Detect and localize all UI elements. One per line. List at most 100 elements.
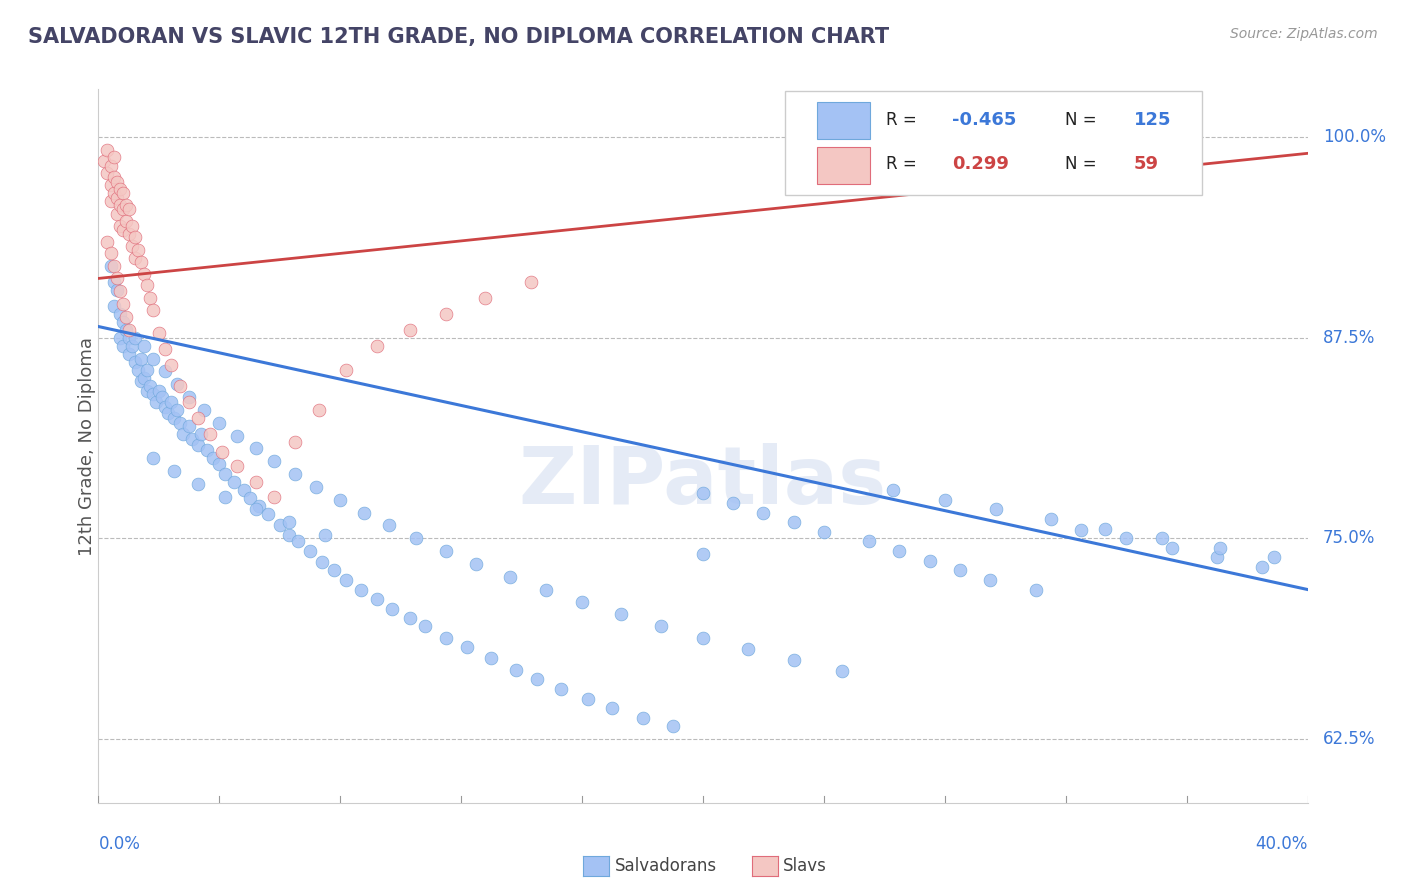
- Text: 100.0%: 100.0%: [1323, 128, 1386, 146]
- Point: [108, 219, 131, 233]
- Text: -0.465: -0.465: [952, 111, 1017, 128]
- Point: [353, 506, 375, 520]
- Point: [177, 395, 201, 409]
- Point: [121, 339, 143, 353]
- Point: [474, 291, 496, 305]
- Point: [111, 202, 134, 217]
- Point: [782, 515, 804, 529]
- Point: [124, 355, 146, 369]
- Point: [571, 595, 593, 609]
- Point: [96, 165, 118, 179]
- Point: [434, 631, 457, 645]
- Point: [129, 351, 152, 366]
- Point: [105, 175, 128, 189]
- Point: [127, 243, 149, 257]
- Point: [456, 640, 478, 655]
- Text: 0.0%: 0.0%: [98, 835, 141, 853]
- Point: [100, 194, 122, 209]
- Point: [187, 438, 209, 452]
- Point: [114, 197, 136, 211]
- Text: Slavs: Slavs: [783, 857, 827, 875]
- Point: [177, 390, 201, 404]
- Point: [692, 547, 714, 561]
- Point: [224, 475, 246, 489]
- Point: [314, 528, 336, 542]
- Point: [105, 207, 128, 221]
- Point: [145, 395, 167, 409]
- Point: [124, 331, 146, 345]
- Point: [181, 432, 204, 446]
- Point: [132, 371, 155, 385]
- Point: [103, 186, 125, 201]
- Text: 0.299: 0.299: [952, 155, 1010, 173]
- Point: [135, 277, 157, 292]
- Point: [405, 531, 427, 545]
- Point: [118, 227, 141, 241]
- Point: [150, 390, 173, 404]
- Point: [737, 641, 759, 656]
- Point: [650, 619, 672, 633]
- Point: [153, 400, 176, 414]
- Point: [177, 419, 201, 434]
- Text: R =: R =: [886, 155, 921, 173]
- Point: [498, 570, 520, 584]
- Point: [245, 442, 267, 456]
- Point: [1039, 512, 1062, 526]
- Point: [160, 358, 183, 372]
- Point: [108, 181, 131, 195]
- Point: [381, 601, 404, 615]
- Point: [434, 307, 457, 321]
- Point: [142, 387, 165, 401]
- Point: [889, 544, 911, 558]
- Point: [813, 524, 835, 539]
- Point: [111, 223, 134, 237]
- Text: R =: R =: [886, 111, 921, 128]
- Point: [114, 213, 136, 227]
- Point: [232, 483, 254, 497]
- Point: [1070, 523, 1092, 537]
- Point: [139, 291, 162, 305]
- Point: [100, 245, 122, 260]
- Point: [263, 454, 285, 468]
- Point: [602, 701, 624, 715]
- Point: [200, 427, 222, 442]
- Text: Salvadorans: Salvadorans: [614, 857, 717, 875]
- Point: [350, 582, 373, 597]
- Point: [692, 486, 714, 500]
- Text: N =: N =: [1064, 111, 1101, 128]
- Point: [526, 673, 548, 687]
- Point: [100, 259, 122, 273]
- Point: [208, 458, 231, 472]
- Text: N =: N =: [1064, 155, 1101, 173]
- Point: [1024, 582, 1046, 597]
- Point: [132, 267, 155, 281]
- Point: [247, 499, 270, 513]
- Point: [105, 283, 128, 297]
- Point: [187, 411, 209, 425]
- Point: [202, 450, 225, 465]
- Point: [108, 285, 131, 299]
- Point: [103, 275, 125, 289]
- Point: [148, 326, 170, 340]
- Point: [366, 592, 388, 607]
- Point: [100, 159, 122, 173]
- Point: [882, 483, 904, 497]
- Point: [166, 403, 188, 417]
- Point: [142, 450, 165, 465]
- Point: [831, 665, 853, 679]
- Point: [918, 554, 941, 568]
- Point: [166, 377, 188, 392]
- Y-axis label: 12th Grade, No Diploma: 12th Grade, No Diploma: [79, 336, 96, 556]
- Point: [211, 444, 233, 458]
- Point: [124, 251, 146, 265]
- Point: [142, 351, 165, 366]
- Point: [214, 490, 236, 504]
- Point: [156, 406, 179, 420]
- Point: [135, 384, 157, 398]
- Point: [481, 651, 503, 665]
- Point: [148, 384, 170, 398]
- Point: [934, 492, 956, 507]
- Point: [949, 563, 972, 577]
- Point: [284, 435, 307, 450]
- Point: [245, 475, 267, 489]
